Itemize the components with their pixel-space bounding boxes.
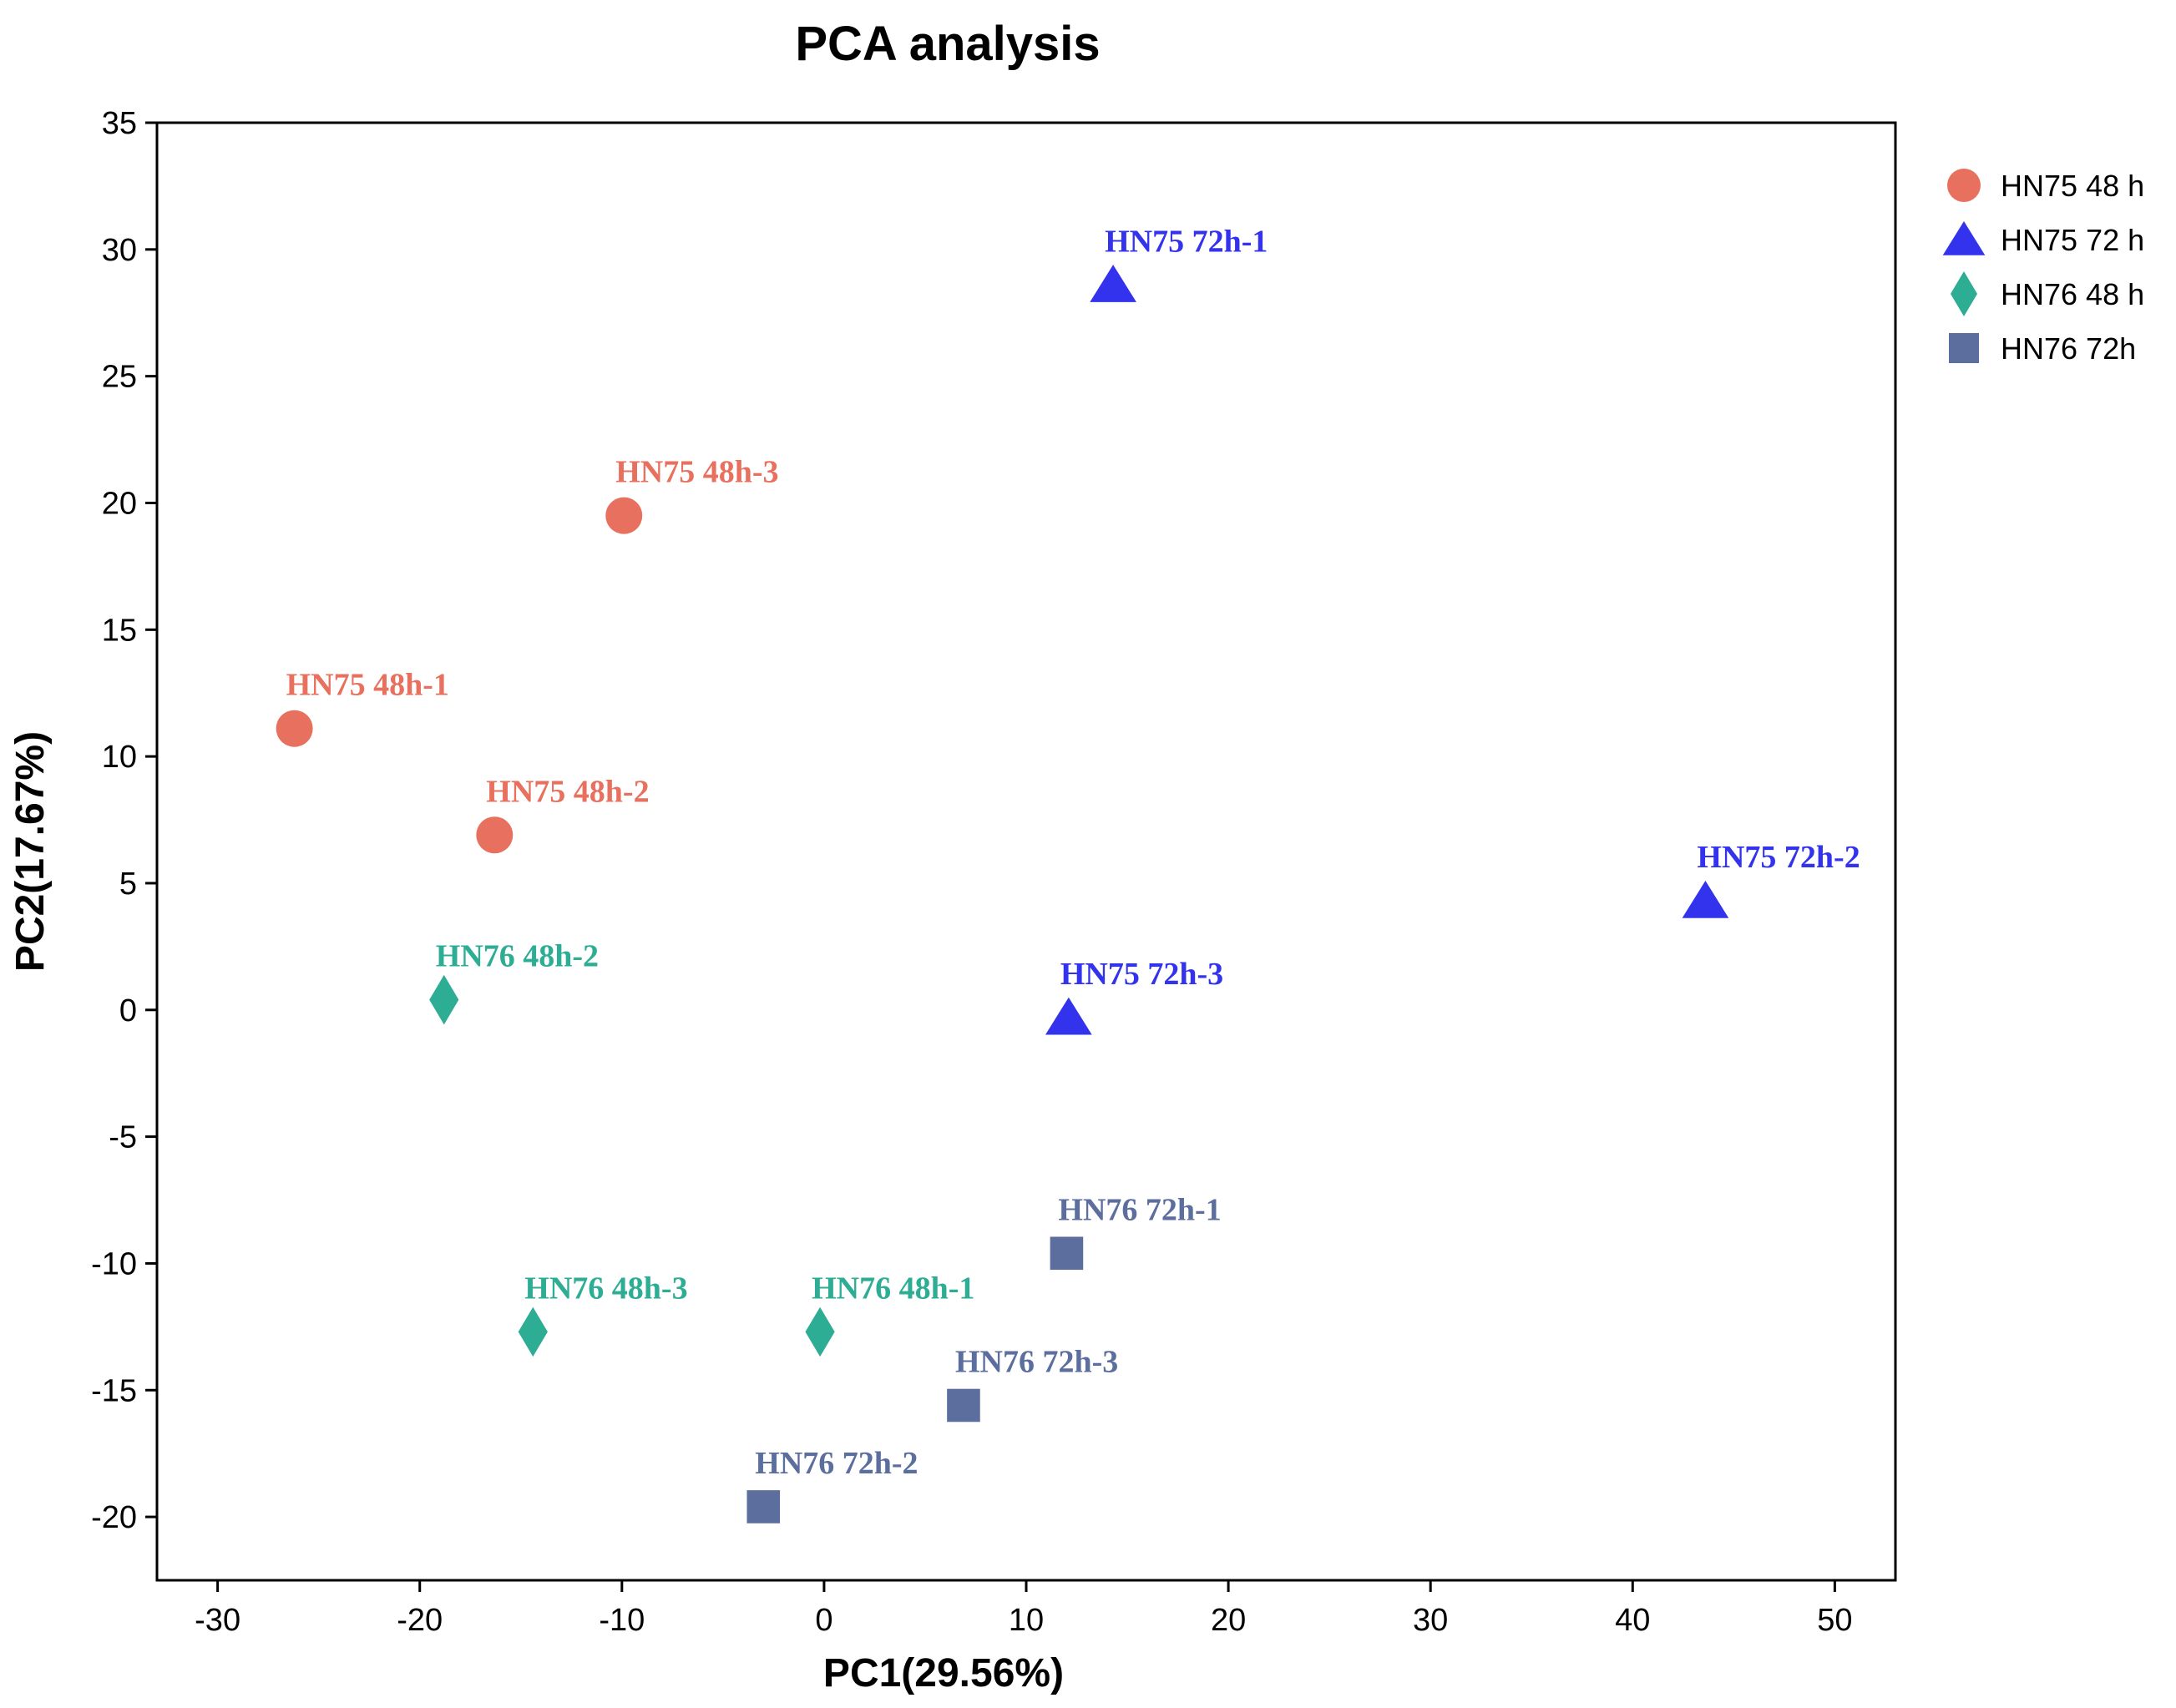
data-point-label: HN75 72h-1 [1105, 224, 1268, 259]
data-point-marker [805, 1306, 835, 1357]
chart-title: PCA analysis [795, 17, 1100, 71]
legend-marker [1949, 333, 1979, 363]
legend-marker [1947, 169, 1981, 202]
legend-entry: HN75 48 h [2001, 169, 2144, 203]
y-tick-label: 20 [102, 486, 137, 521]
legend-entry: HN75 72 h [2001, 223, 2144, 257]
x-tick-label: -10 [599, 1603, 645, 1638]
x-axis-title: PC1(29.56%) [823, 1651, 1064, 1695]
x-tick-label: 10 [1009, 1603, 1044, 1638]
x-tick-label: 50 [1817, 1603, 1852, 1638]
data-point-label: HN75 48h-2 [486, 774, 649, 809]
data-point-label: HN76 72h-2 [755, 1446, 918, 1481]
y-tick-label: -5 [109, 1120, 137, 1155]
data-point-marker [429, 974, 459, 1025]
data-points: HN75 48h-1 HN75 48h-2 HN75 48h-3 HN75 72h-1… [276, 224, 1860, 1524]
data-point-label: HN75 48h-3 [615, 455, 778, 490]
y-tick-label: 25 [102, 360, 137, 395]
y-tick-label: 10 [102, 740, 137, 775]
x-tick-label: -30 [195, 1603, 240, 1638]
data-point-label: HN76 72h-1 [1058, 1192, 1221, 1227]
y-axis-title: PC2(17.67%) [8, 731, 53, 972]
x-tick-label: -20 [397, 1603, 443, 1638]
data-point-label: HN75 72h-2 [1697, 840, 1860, 875]
data-point-marker [476, 816, 514, 854]
data-point-label: HN76 48h-3 [524, 1271, 687, 1306]
data-point-marker [605, 497, 643, 534]
x-axis: -30 -20 -10 0 10 20 30 40 50 [195, 1580, 1853, 1638]
y-tick-label: -15 [91, 1373, 137, 1408]
legend-entry: HN76 48 h [2001, 277, 2144, 311]
data-point-label: HN75 72h-3 [1060, 957, 1223, 992]
y-tick-label: 35 [102, 106, 137, 141]
y-tick-label: 0 [119, 993, 137, 1028]
y-tick-label: 5 [119, 867, 137, 902]
data-point-marker [1045, 997, 1092, 1035]
y-tick-label: 30 [102, 233, 137, 268]
y-axis: 35 30 25 20 15 10 5 0 -5 -10 -15 -20 [91, 106, 157, 1535]
data-point-label: HN76 48h-2 [436, 939, 599, 974]
data-point-marker [1682, 881, 1729, 918]
y-tick-label: 15 [102, 613, 137, 648]
legend-marker [1951, 271, 1977, 316]
legend: HN75 48 h HN75 72 h HN76 48 h HN76 72h [1942, 169, 2144, 366]
data-point-marker [276, 710, 313, 747]
legend-marker [1942, 221, 1986, 255]
data-point-marker [1050, 1236, 1084, 1271]
data-point-marker [746, 1490, 781, 1524]
data-point-marker [947, 1388, 980, 1422]
data-point-label: HN76 48h-1 [812, 1271, 974, 1306]
x-tick-label: 40 [1615, 1603, 1650, 1638]
data-point-label: HN76 72h-3 [955, 1344, 1118, 1379]
data-point-marker [518, 1306, 548, 1357]
y-tick-label: -20 [91, 1500, 137, 1535]
legend-entry: HN76 72h [2001, 331, 2136, 366]
x-tick-label: 0 [815, 1603, 832, 1638]
x-tick-label: 30 [1413, 1603, 1448, 1638]
data-point-marker [1090, 265, 1136, 302]
x-tick-label: 20 [1211, 1603, 1246, 1638]
y-tick-label: -10 [91, 1246, 137, 1281]
data-point-label: HN75 48h-1 [286, 668, 449, 703]
